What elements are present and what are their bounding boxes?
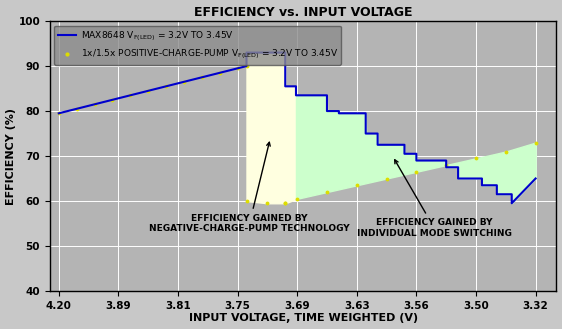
Y-axis label: EFFICIENCY (%): EFFICIENCY (%)	[6, 108, 16, 205]
Text: EFFICIENCY GAINED BY
NEGATIVE-CHARGE-PUMP TECHNOLOGY: EFFICIENCY GAINED BY NEGATIVE-CHARGE-PUM…	[149, 142, 350, 233]
Text: EFFICIENCY GAINED BY
INDIVIDUAL MODE SWITCHING: EFFICIENCY GAINED BY INDIVIDUAL MODE SWI…	[357, 160, 511, 238]
Title: EFFICIENCY vs. INPUT VOLTAGE: EFFICIENCY vs. INPUT VOLTAGE	[194, 6, 413, 18]
Legend: MAX8648 $\mathregular{V_{F(LED)}}$ = 3.2V TO 3.45V, 1x/1.5x POSITIVE-CHARGE-PUMP: MAX8648 $\mathregular{V_{F(LED)}}$ = 3.2…	[55, 26, 341, 65]
X-axis label: INPUT VOLTAGE, TIME WEIGHTED (V): INPUT VOLTAGE, TIME WEIGHTED (V)	[189, 314, 418, 323]
